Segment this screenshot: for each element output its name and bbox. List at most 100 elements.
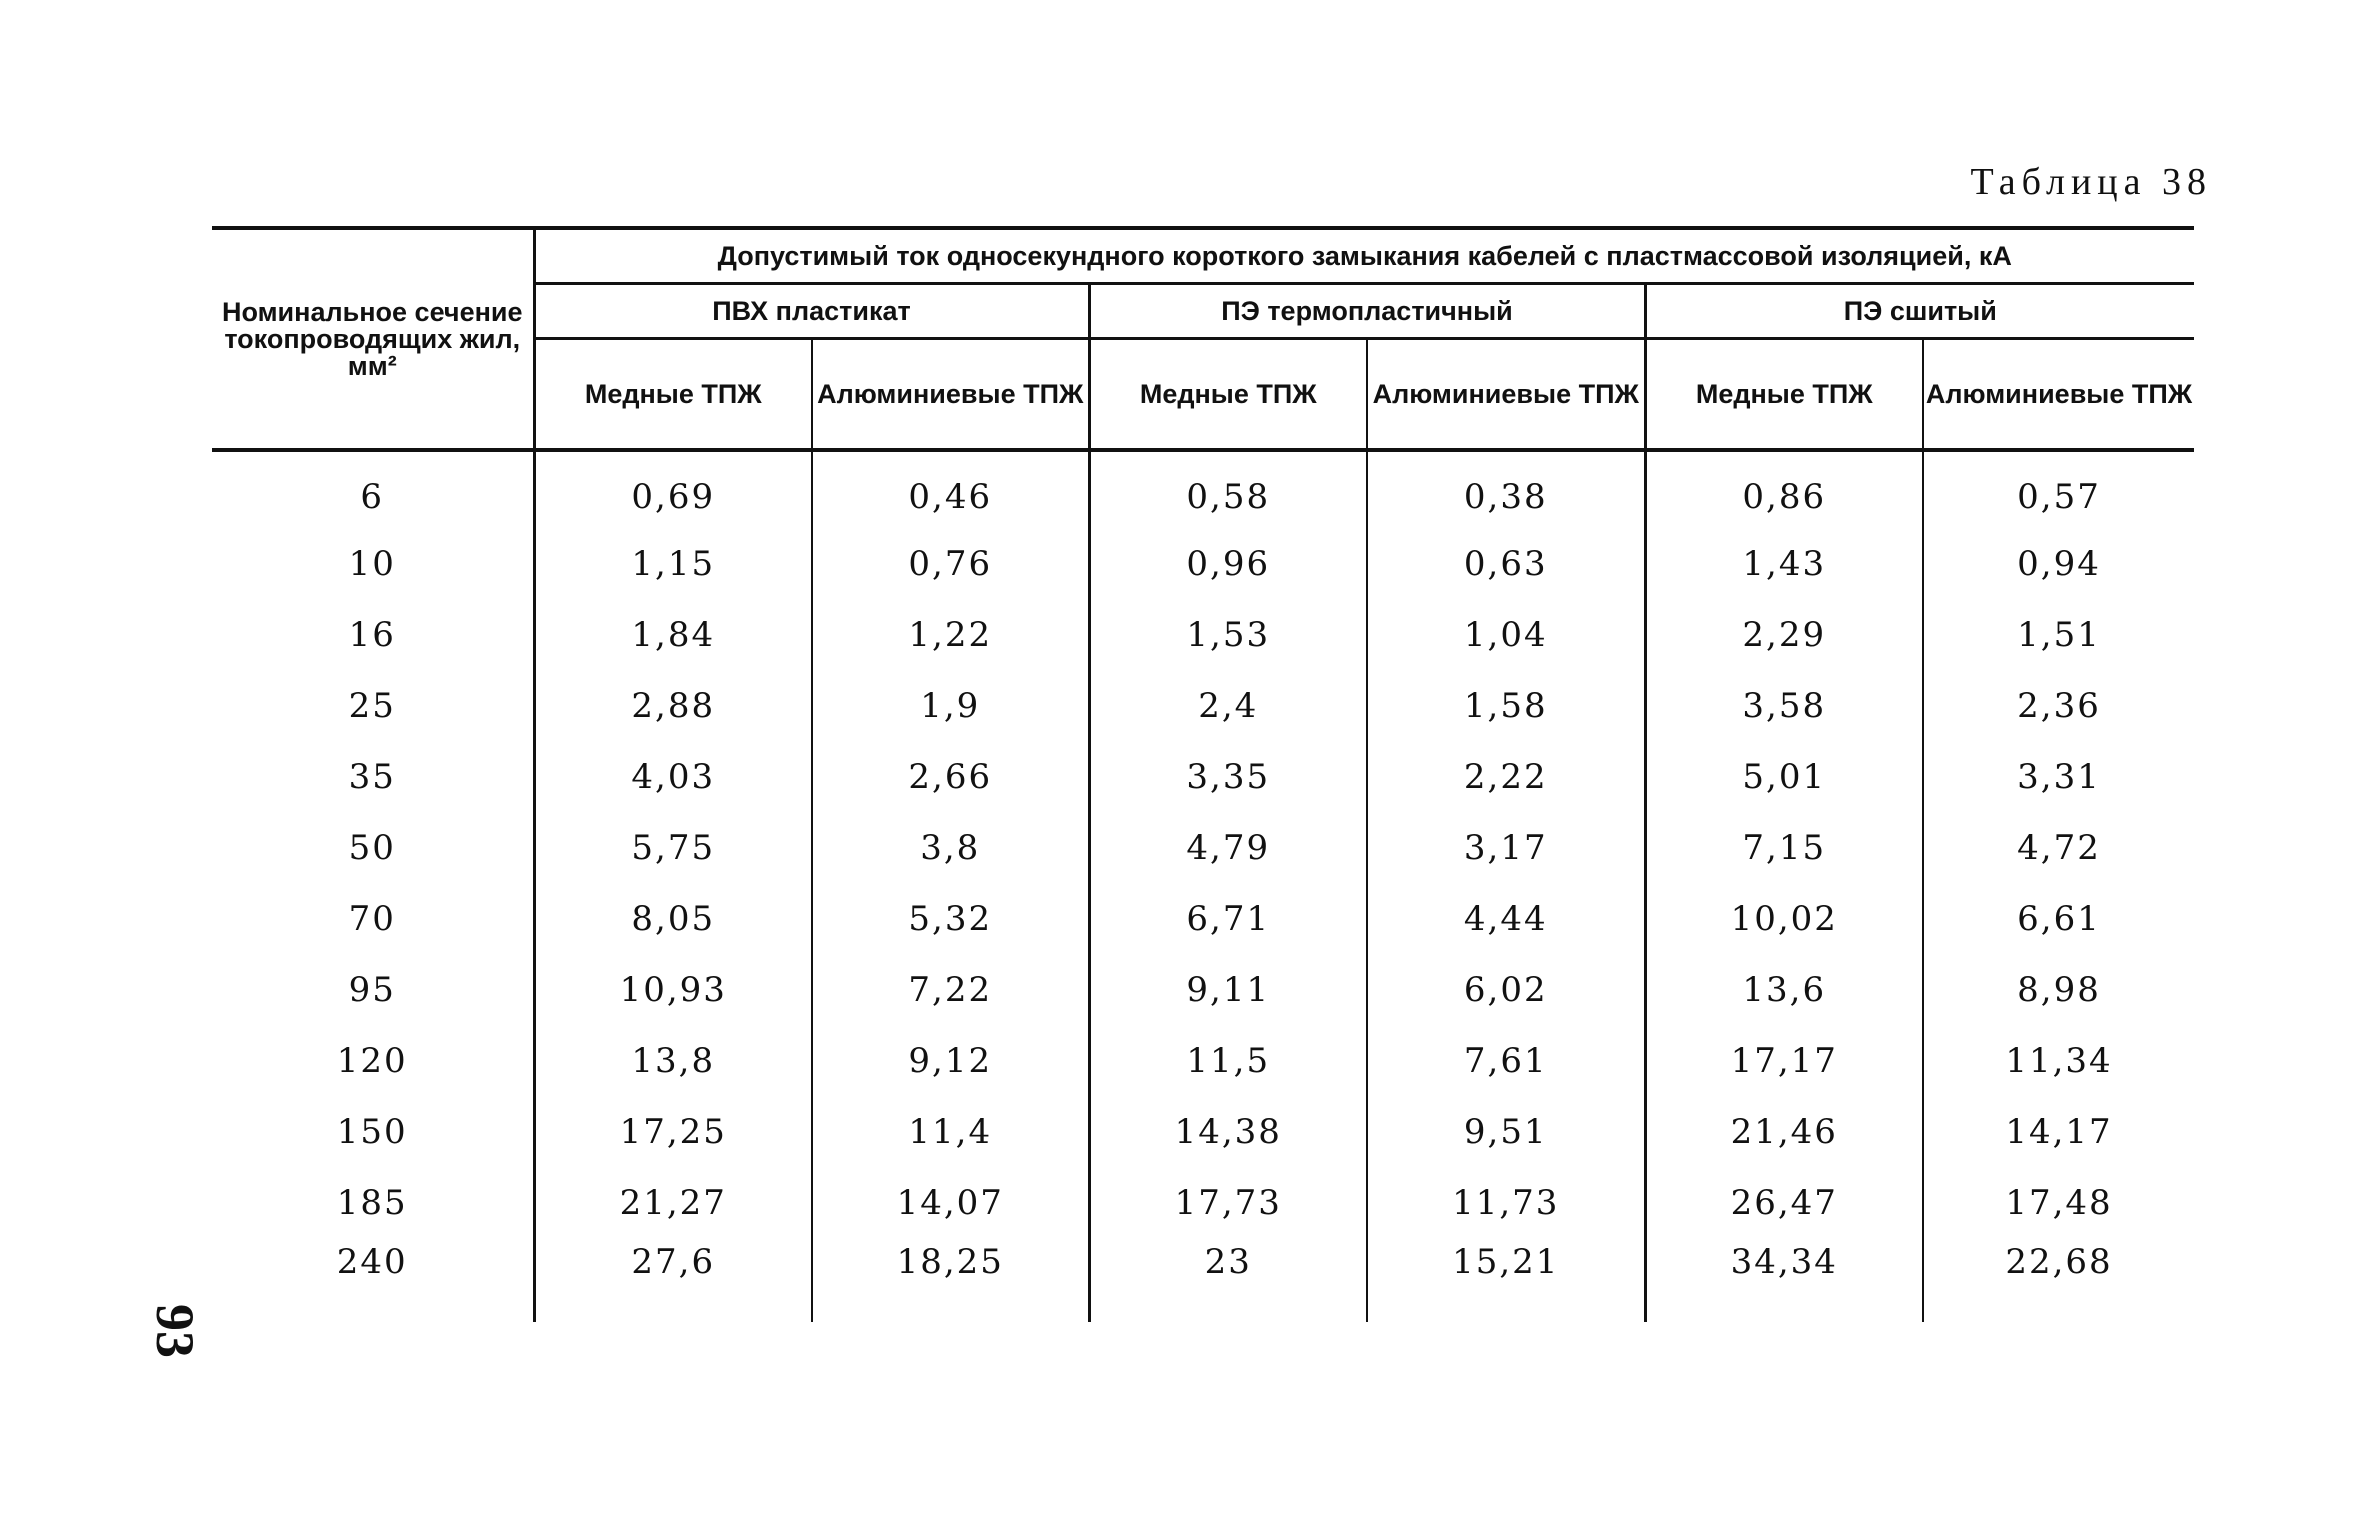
- section-cell: 25: [212, 670, 536, 741]
- value-cell: 10,93: [534, 954, 813, 1025]
- page-number: 93: [145, 1304, 205, 1358]
- table-row: 6 0,69 0,46 0,58 0,38 0,86 0,57: [212, 450, 2194, 528]
- group-header-pe-crosslinked: ПЭ сшитый: [1645, 283, 2195, 340]
- value-cell: 9,51: [1367, 1096, 1647, 1167]
- section-cell: 240: [212, 1238, 536, 1322]
- value-cell: 18,25: [812, 1238, 1091, 1322]
- value-cell: 2,22: [1367, 741, 1647, 812]
- value-cell: 3,58: [1645, 670, 1924, 741]
- value-cell: 2,4: [1089, 670, 1368, 741]
- subcolumn-header: Медные ТПЖ: [1645, 338, 1924, 452]
- value-cell: 21,46: [1645, 1096, 1924, 1167]
- table-row: 16 1,84 1,22 1,53 1,04 2,29 1,51: [212, 599, 2194, 670]
- section-cell: 6: [212, 450, 536, 528]
- value-cell: 7,61: [1367, 1025, 1647, 1096]
- value-cell: 14,17: [2005, 1111, 2113, 1152]
- value-cell: 1,22: [812, 599, 1091, 670]
- value-cell: 8,98: [2017, 969, 2101, 1010]
- value-cell: 1,9: [812, 670, 1091, 741]
- section-cell: 16: [212, 599, 536, 670]
- section-cell: 95: [212, 954, 536, 1025]
- value-cell: 34,34: [1645, 1238, 1924, 1322]
- value-cell: 26,47: [1645, 1167, 1924, 1238]
- value-cell: 3,35: [1089, 741, 1368, 812]
- value-cell: 1,51: [2017, 614, 2101, 655]
- table-row: 35 4,03 2,66 3,35 2,22 5,01 3,31: [212, 741, 2194, 812]
- value-cell: 4,79: [1089, 812, 1368, 883]
- value-cell: 5,32: [812, 883, 1091, 954]
- value-cell: 0,38: [1367, 450, 1647, 528]
- value-cell: 5,75: [534, 812, 813, 883]
- value-cell: 6,02: [1367, 954, 1647, 1025]
- value-cell: 0,86: [1645, 450, 1924, 528]
- subcolumn-header: Алюминиевые ТПЖ: [1923, 338, 2195, 452]
- value-cell: 0,46: [812, 450, 1091, 528]
- value-cell: 2,36: [2017, 685, 2101, 726]
- main-column-header: Допустимый ток односекундного короткого …: [534, 226, 2195, 285]
- value-cell: 9,11: [1089, 954, 1368, 1025]
- table-row: 70 8,05 5,32 6,71 4,44 10,02 6,61: [212, 883, 2194, 954]
- value-cell: 1,84: [534, 599, 813, 670]
- value-cell: 6,71: [1089, 883, 1368, 954]
- value-cell: 8,05: [534, 883, 813, 954]
- value-cell: 1,43: [1645, 528, 1924, 599]
- table-row: 95 10,93 7,22 9,11 6,02 13,6 8,98: [212, 954, 2194, 1025]
- table-caption: Таблица 38: [1970, 161, 2212, 203]
- value-cell: 3,8: [812, 812, 1091, 883]
- section-cell: 120: [212, 1025, 536, 1096]
- value-cell: 0,76: [812, 528, 1091, 599]
- value-cell: 17,48: [2005, 1182, 2113, 1223]
- value-cell: 7,22: [812, 954, 1091, 1025]
- table-row: 25 2,88 1,9 2,4 1,58 3,58 2,36: [212, 670, 2194, 741]
- value-cell: 4,44: [1367, 883, 1647, 954]
- value-cell: 11,73: [1367, 1167, 1647, 1238]
- value-cell: 1,04: [1367, 599, 1647, 670]
- value-cell: 4,03: [534, 741, 813, 812]
- value-cell: 0,69: [534, 450, 813, 528]
- value-cell: 13,8: [534, 1025, 813, 1096]
- value-cell: 14,07: [812, 1167, 1091, 1238]
- value-cell: 1,15: [534, 528, 813, 599]
- value-cell: 17,25: [534, 1096, 813, 1167]
- value-cell: 2,66: [812, 741, 1091, 812]
- value-cell: 5,01: [1645, 741, 1924, 812]
- value-cell: 11,4: [812, 1096, 1091, 1167]
- section-cell: 185: [212, 1167, 536, 1238]
- value-cell: 0,58: [1089, 450, 1368, 528]
- value-cell: 0,96: [1089, 528, 1368, 599]
- row-label-header: Номинальное сечение токопроводящих жил, …: [212, 226, 536, 452]
- table-row: 240 27,6 18,25 23 15,21 34,34 22,68: [212, 1238, 2194, 1322]
- section-cell: 35: [212, 741, 536, 812]
- value-cell: 17,17: [1645, 1025, 1924, 1096]
- subcolumn-header: Медные ТПЖ: [1089, 338, 1368, 452]
- section-cell: 10: [212, 528, 536, 599]
- value-cell: 21,27: [534, 1167, 813, 1238]
- group-header-pvc: ПВХ пластикат: [534, 283, 1091, 340]
- value-cell: 27,6: [534, 1238, 813, 1322]
- value-cell: 0,57: [2017, 477, 2101, 517]
- value-cell: 7,15: [1645, 812, 1924, 883]
- value-cell: 4,72: [2017, 827, 2101, 868]
- value-cell: 3,17: [1367, 812, 1647, 883]
- table-row: 150 17,25 11,4 14,38 9,51 21,46 14,17: [212, 1096, 2194, 1167]
- table-body: 6 0,69 0,46 0,58 0,38 0,86 0,57 10 1,15 0,76 0,96 0…: [212, 450, 2194, 1322]
- value-cell: 2,29: [1645, 599, 1924, 670]
- value-cell: 0,94: [2017, 543, 2101, 584]
- section-cell: 70: [212, 883, 536, 954]
- value-cell: 3,31: [2017, 756, 2101, 797]
- value-cell: 22,68: [2005, 1242, 2113, 1282]
- value-cell: 13,6: [1645, 954, 1924, 1025]
- value-cell: 23: [1089, 1238, 1368, 1322]
- section-cell: 50: [212, 812, 536, 883]
- value-cell: 14,38: [1089, 1096, 1368, 1167]
- value-cell: 10,02: [1645, 883, 1924, 954]
- table-row: 120 13,8 9,12 11,5 7,61 17,17 11,34: [212, 1025, 2194, 1096]
- value-cell: 15,21: [1367, 1238, 1647, 1322]
- section-cell: 150: [212, 1096, 536, 1167]
- table-row: 10 1,15 0,76 0,96 0,63 1,43 0,94: [212, 528, 2194, 599]
- subcolumn-header: Алюминиевые ТПЖ: [812, 338, 1091, 452]
- value-cell: 2,88: [534, 670, 813, 741]
- table-row: 50 5,75 3,8 4,79 3,17 7,15 4,72: [212, 812, 2194, 883]
- value-cell: 1,58: [1367, 670, 1647, 741]
- value-cell: 9,12: [812, 1025, 1091, 1096]
